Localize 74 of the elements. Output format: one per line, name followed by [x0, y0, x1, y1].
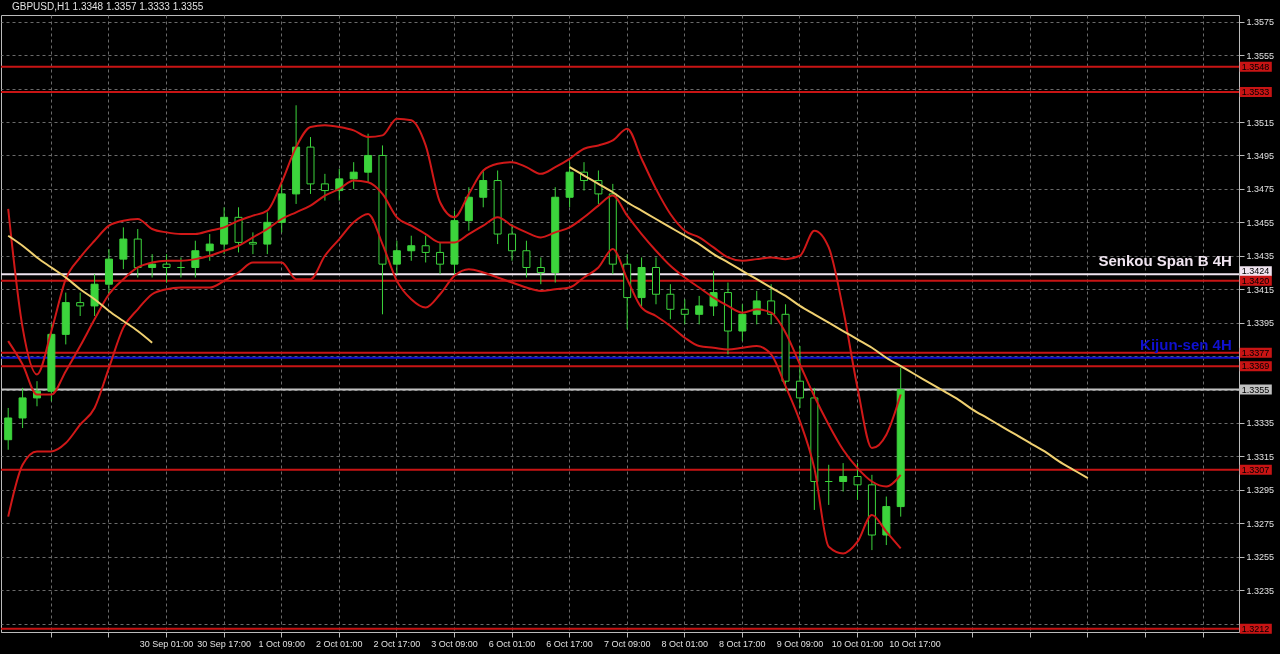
y-tick-label: 1.3255: [1246, 552, 1275, 563]
ref-line-label: 1.3424: [1241, 266, 1270, 277]
candlestick: [407, 235, 416, 262]
x-tick-label: 2 Oct 01:00: [316, 638, 363, 649]
annotation: Senkou Span B 4H: [1098, 252, 1232, 270]
candlestick: [248, 231, 257, 255]
candlestick: [767, 283, 776, 325]
x-tick-label: 3 Oct 09:00: [431, 638, 478, 649]
candlestick: [479, 170, 488, 208]
candlestick: [522, 240, 531, 279]
x-tick-label: 8 Oct 01:00: [661, 638, 709, 649]
candlestick: [4, 407, 13, 451]
candlestick: [90, 273, 99, 317]
y-tick-label: 1.3455: [1246, 217, 1275, 228]
x-tick-label: 30 Sep 01:00: [139, 638, 194, 649]
candlestick: [738, 303, 747, 342]
chart-title: GBPUSD,H1 1.3348 1.3357 1.3333 1.3355: [12, 1, 204, 12]
y-tick-label: 1.3415: [1246, 284, 1275, 295]
candlestick: [364, 133, 373, 183]
ref-line-label: 1.3548: [1241, 61, 1270, 72]
candlestick: [349, 161, 358, 190]
y-tick-label: 1.3495: [1246, 150, 1275, 161]
x-tick-label: 1 Oct 09:00: [258, 638, 305, 649]
x-tick-label: 30 Sep 17:00: [197, 638, 251, 649]
candlestick: [320, 173, 329, 202]
y-tick-label: 1.3235: [1246, 585, 1275, 596]
line-series: [568, 166, 1089, 480]
candlestick: [795, 345, 804, 409]
y-tick-label: 1.3515: [1246, 117, 1275, 128]
y-tick-label: 1.3335: [1246, 418, 1275, 429]
y-tick-label: 1.3295: [1246, 485, 1275, 496]
ref-line-label: 1.3307: [1241, 464, 1270, 475]
candlestick: [392, 240, 401, 275]
candlestick: [18, 387, 27, 429]
candlestick: [695, 295, 704, 325]
annotation: Kijun-sen 4H: [1140, 335, 1232, 353]
y-tick-label: 1.3315: [1246, 451, 1275, 462]
candlestick: [119, 226, 128, 270]
x-tick-label: 7 Oct 09:00: [603, 638, 651, 649]
y-tick-label: 1.3275: [1246, 518, 1275, 529]
ref-line-label: 1.3533: [1241, 86, 1270, 97]
candlestick: [263, 211, 272, 255]
candlestick: [436, 241, 445, 275]
y-tick-label: 1.3435: [1246, 251, 1275, 262]
candlestick: [839, 462, 848, 493]
ref-line-label: 1.3377: [1241, 347, 1270, 358]
x-tick-label: 9 Oct 09:00: [776, 638, 824, 649]
y-tick-label: 1.3575: [1246, 17, 1275, 28]
candlestick: [536, 256, 545, 285]
line-series: [7, 234, 154, 344]
x-tick-label: 10 Oct 01:00: [831, 638, 884, 649]
y-tick-label: 1.3395: [1246, 318, 1275, 329]
x-tick-label: 10 Oct 17:00: [889, 638, 941, 649]
candlestick: [205, 233, 214, 262]
candlestick: [464, 186, 473, 232]
candlestick: [76, 292, 85, 317]
ref-line-label: 1.3355: [1241, 384, 1270, 395]
y-tick-label: 1.3475: [1246, 184, 1275, 195]
candlestick: [148, 253, 157, 279]
candlestick: [680, 298, 689, 325]
x-tick-label: 6 Oct 17:00: [546, 638, 593, 649]
ref-line-label: 1.3420: [1241, 275, 1270, 286]
candlestick: [853, 462, 862, 501]
candlestick: [666, 283, 675, 320]
candlestick: [191, 240, 200, 279]
candlestick: [421, 235, 430, 263]
x-tick-label: 6 Oct 01:00: [488, 638, 536, 649]
x-tick-label: 8 Oct 17:00: [719, 638, 766, 649]
x-tick-label: 2 Oct 17:00: [373, 638, 421, 649]
candlestick: [508, 223, 517, 262]
y-tick-label: 1.3555: [1246, 50, 1275, 61]
candlestick: [162, 253, 171, 284]
ref-line-label: 1.3212: [1241, 623, 1270, 634]
ref-line-label: 1.3369: [1241, 361, 1270, 372]
